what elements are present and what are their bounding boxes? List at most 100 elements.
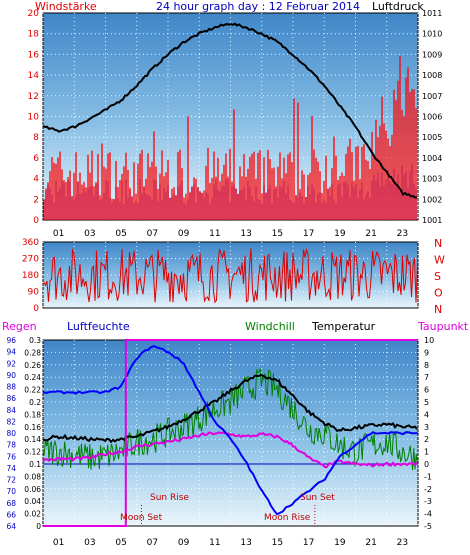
panel2-left-ticks: 0 90 180 270 360 [22,238,39,314]
rain-tick: 0.12 [24,448,41,457]
pressure-tick: 1009 [422,50,442,59]
rain-tick: 0.04 [24,497,41,506]
temperature-tick: 4 [424,410,429,419]
x-tick-label: 11 [209,229,220,239]
temperature-tick: -5 [424,522,432,531]
humidity-tick: 70 [6,487,16,496]
temperature-tick: 3 [424,423,429,432]
wind-direction-tick: 0 [33,304,39,314]
x-tick-label: 21 [365,538,376,548]
x-tick-label: 05 [115,229,126,239]
x-tick-label: 13 [240,538,251,548]
pressure-line [42,22,417,199]
temperature-tick: 8 [424,361,429,370]
x-tick-label: 17 [303,538,314,548]
pressure-tick: 1002 [422,195,442,204]
rain-line [43,339,418,527]
compass-label: S [434,270,441,283]
humidity-tick: 80 [6,429,16,438]
wind-gust-bars [43,56,417,220]
rain-tick: 0.1 [29,460,41,469]
x-tick-label: 13 [240,229,251,239]
temperature-tick: -2 [424,485,432,494]
chart-title: 24 hour graph day : 12 Februar 2014 [156,0,360,13]
x-tick-label: 15 [272,229,283,239]
pressure-tick: 1006 [422,113,442,122]
luftdruck-label: Luftdruck [372,0,424,13]
windstaerke-label: Windstärke [35,0,97,13]
panel1-x-ticks: 01 03 05 07 09 11 13 15 17 19 21 23 [53,229,408,239]
temperature-tick: 5 [424,398,429,407]
wind-direction-tick: 270 [22,255,39,265]
temperature-tick: -4 [424,510,432,519]
humidity-tick: 78 [6,441,16,450]
x-tick-label: 09 [178,538,190,548]
x-tick-label: 17 [303,229,314,239]
pressure-tick: 1003 [422,175,442,184]
panel1-right-ticks: 1001 1002 1003 1004 1005 1006 1007 1008 1009 1010… [422,9,442,225]
rain-tick: 0.24 [24,373,41,382]
dewpoint-line [42,431,418,469]
rain-tick: 0.06 [24,485,41,494]
windchill-label: Windchill [245,320,295,333]
pressure-tick: 1004 [422,154,442,163]
temperature-tick: 6 [424,386,429,395]
rain-tick: 0 [36,522,41,531]
rain-tick: 0.16 [24,423,41,432]
x-tick-label: 09 [178,229,190,239]
wind-speed-tick: 8 [33,133,39,143]
x-tick-label: 19 [334,229,346,239]
humidity-tick: 88 [6,383,16,392]
x-tick-label: 23 [397,229,408,239]
wind-speed-tick: 16 [28,50,40,60]
x-tick-label: 01 [53,229,64,239]
rain-ticks: 0 0.02 0.04 0.06 0.08 0.1 0.12 0.14 0.16 0.18 0.2 0… [24,336,41,531]
humidity-tick: 96 [6,336,16,345]
humidity-tick: 92 [6,359,16,368]
humidity-tick: 72 [6,476,16,485]
wind-speed-tick: 0 [33,216,39,226]
moon-rise-label: Moon Rise [264,513,311,523]
temperature-tick: 0 [424,460,429,469]
rain-tick: 0.3 [29,336,41,345]
panel3-x-ticks: 01 03 05 07 09 11 13 15 17 19 21 23 [53,538,408,548]
pressure-tick: 1010 [422,30,442,39]
pressure-tick: 1001 [422,216,442,225]
compass-label: N [434,237,442,250]
pressure-tick: 1008 [422,71,442,80]
pressure-tick: 1005 [422,133,442,142]
temperature-tick: 7 [424,373,429,382]
x-tick-label: 07 [147,538,158,548]
wind-direction-tick: 360 [22,238,39,248]
temperature-tick: 2 [424,435,429,444]
sun-set-label: Sun Set [300,493,335,503]
humidity-tick: 82 [6,417,16,426]
wind-speed-tick: 20 [28,9,40,19]
wind-speed-tick: 2 [33,195,39,205]
temperature-tick: 10 [424,336,434,345]
wind-speed-tick: 18 [28,30,40,40]
humidity-tick: 90 [6,371,16,380]
taupunkt-label: Taupunkt [417,320,469,333]
sun-rise-label: Sun Rise [150,493,189,503]
pressure-tick: 1007 [422,92,442,101]
panel1-left-ticks: 0 2 4 6 8 10 12 14 16 18 20 [28,9,40,226]
wind-speed-tick: 4 [33,175,39,185]
wind-speed-tick: 6 [33,154,39,164]
wind-speed-tick: 12 [28,92,39,102]
rain-tick: 0.14 [24,435,41,444]
sun-moon-markers [140,505,316,526]
compass-label: W [434,254,445,267]
x-tick-label: 19 [334,538,346,548]
regen-label: Regen [2,320,37,333]
humidity-line [42,345,418,516]
humidity-tick: 66 [6,510,16,519]
x-tick-label: 11 [209,538,220,548]
moon-set-label: Moon Set [120,513,163,523]
x-tick-label: 03 [84,229,95,239]
